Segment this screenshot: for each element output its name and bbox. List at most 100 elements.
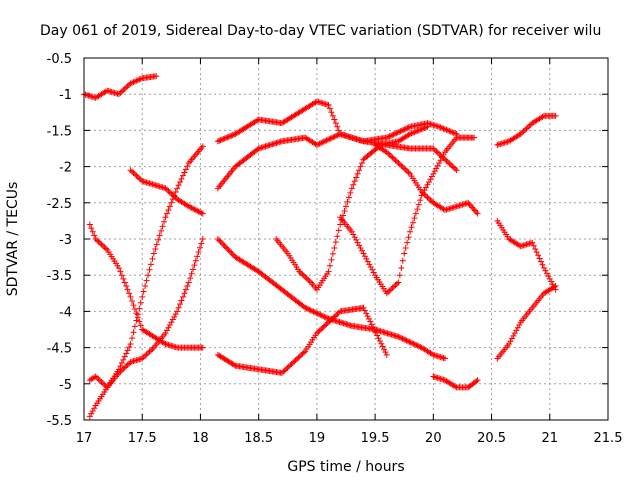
data-point: [444, 127, 451, 134]
data-point: [351, 234, 358, 241]
data-point: [187, 204, 194, 211]
data-point: [188, 204, 195, 211]
data-point: [291, 358, 298, 365]
data-point: [507, 338, 514, 345]
data-point: [405, 169, 412, 176]
data-point: [185, 279, 192, 286]
data-point: [390, 131, 397, 138]
data-point: [86, 413, 93, 420]
data-point: [121, 353, 128, 360]
data-point: [127, 293, 134, 300]
x-tick-label: 21: [542, 431, 559, 446]
data-point: [136, 318, 143, 325]
data-point: [542, 267, 549, 274]
series-s2: [127, 167, 206, 217]
data-point: [133, 77, 140, 84]
data-point: [318, 312, 325, 319]
data-point: [196, 209, 203, 216]
y-tick-label: -4.5: [47, 342, 72, 357]
data-point: [399, 335, 406, 342]
data-point: [297, 269, 304, 276]
data-point: [331, 133, 338, 140]
data-point: [552, 283, 559, 290]
data-point: [361, 307, 368, 314]
x-tick-label: 17.5: [128, 431, 157, 446]
data-point: [199, 143, 206, 150]
data-point: [117, 363, 124, 370]
data-point: [92, 236, 99, 242]
data-point: [427, 176, 434, 183]
data-point: [136, 175, 143, 182]
data-point: [386, 133, 393, 140]
series-s9: [214, 304, 390, 376]
data-point: [417, 197, 424, 204]
data-point: [324, 319, 331, 326]
data-point: [172, 188, 179, 195]
data-point: [421, 191, 428, 198]
data-point: [363, 255, 370, 262]
data-point: [409, 219, 416, 226]
data-point: [347, 189, 354, 196]
data-point: [115, 264, 122, 271]
data-point: [117, 268, 124, 275]
data-point: [372, 329, 379, 336]
data-point: [214, 236, 221, 242]
data-point: [370, 269, 377, 276]
data-point: [88, 410, 95, 417]
data-point: [428, 173, 435, 180]
data-point: [411, 129, 418, 136]
data-point: [287, 362, 294, 369]
data-point: [396, 128, 403, 135]
data-point: [153, 241, 160, 248]
data-point: [216, 237, 223, 244]
data-point: [401, 250, 408, 257]
data-point: [443, 126, 450, 133]
data-point: [95, 376, 102, 383]
data-point: [163, 210, 170, 217]
data-point: [188, 270, 195, 277]
data-point: [165, 188, 172, 195]
data-point: [323, 321, 330, 328]
data-point: [303, 305, 310, 312]
y-tick-label: -5.5: [47, 414, 72, 429]
data-point: [307, 307, 314, 314]
data-point: [415, 201, 422, 208]
data-point: [140, 354, 147, 361]
data-point: [137, 299, 144, 306]
y-tick-label: -2.5: [47, 197, 72, 212]
data-point: [386, 151, 393, 158]
data-point: [199, 236, 206, 242]
data-point: [121, 85, 128, 92]
data-point: [145, 350, 152, 357]
data-point: [436, 159, 443, 166]
data-point: [124, 347, 131, 354]
data-point: [118, 367, 125, 374]
data-point: [163, 327, 170, 334]
data-point: [378, 340, 385, 347]
data-point: [332, 239, 339, 246]
data-point: [175, 182, 182, 189]
data-point: [118, 88, 125, 95]
data-point: [341, 207, 348, 214]
data-point: [328, 134, 335, 141]
data-point: [333, 132, 340, 139]
data-point: [319, 325, 326, 332]
data-point: [134, 77, 141, 84]
data-point: [146, 266, 153, 273]
data-point: [420, 125, 427, 132]
data-point: [399, 164, 406, 171]
data-point: [383, 134, 390, 141]
data-point: [131, 171, 138, 178]
data-point: [533, 249, 540, 256]
data-point: [140, 288, 147, 295]
data-point: [447, 128, 454, 135]
data-point: [433, 148, 440, 155]
data-point: [162, 185, 169, 192]
data-point: [535, 252, 542, 259]
y-tick-label: -3.5: [47, 269, 72, 284]
data-point: [320, 138, 327, 145]
data-point: [182, 166, 189, 173]
data-point: [91, 405, 98, 412]
data-point: [383, 351, 390, 358]
data-point: [415, 343, 422, 350]
